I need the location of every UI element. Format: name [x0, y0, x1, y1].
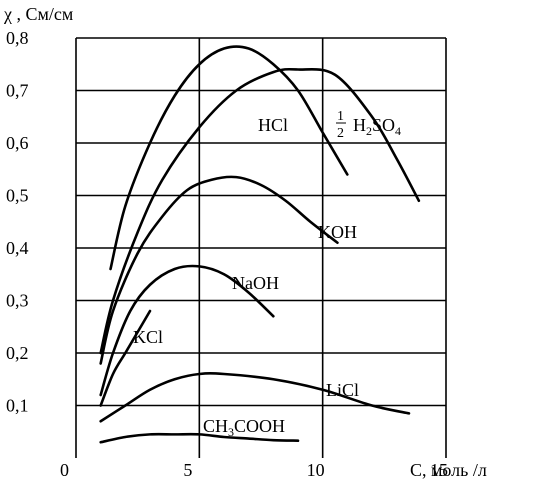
series-label-koh: KOH — [318, 222, 357, 242]
series-label-h2so4-body: H2SO4 — [353, 115, 401, 138]
series-label-naoh: NaOH — [232, 273, 279, 293]
y-tick-label: 0,3 — [6, 291, 29, 311]
series-label-h2so4: 1 2 H2SO4 — [336, 109, 401, 141]
series-label-h2so4-frac-num: 1 — [337, 109, 344, 124]
series-label-ch3cooh: CH3COOH — [203, 416, 285, 439]
series-curve-6 — [99, 432, 300, 444]
series-curve-5 — [99, 372, 411, 423]
y-tick-label: 0,8 — [6, 28, 29, 48]
series-curve-3 — [99, 264, 275, 397]
series-label-hcl: HCl — [258, 115, 288, 135]
series-label-h2so4-frac-den: 2 — [337, 126, 344, 141]
x-tick-label: 15 — [430, 460, 448, 480]
y-tick-label: 0,6 — [6, 133, 29, 153]
x-tick-label: 5 — [183, 460, 192, 480]
x-tick-labels: 0 5 10 15 — [60, 460, 448, 480]
x-axis-label: C, моль /л — [410, 460, 487, 480]
x-tick-label: 0 — [60, 460, 69, 480]
series-curve-2 — [99, 175, 339, 365]
y-tick-labels: 0,1 0,2 0,3 0,4 0,5 0,6 0,7 0,8 — [6, 28, 29, 416]
series-label-licl: LiCl — [326, 380, 359, 400]
y-tick-label: 0,7 — [6, 81, 29, 101]
y-tick-label: 0,5 — [6, 186, 29, 206]
series-curve-0 — [109, 45, 349, 271]
series-label-kcl: KCl — [133, 327, 163, 347]
series-curve-1 — [99, 67, 421, 355]
x-tick-label: 10 — [307, 460, 325, 480]
curves — [99, 45, 421, 444]
y-tick-label: 0,4 — [6, 238, 29, 258]
y-axis-label: χ , См/см — [3, 4, 73, 24]
y-tick-label: 0,1 — [6, 396, 29, 416]
y-tick-label: 0,2 — [6, 343, 29, 363]
series-curve-4 — [99, 309, 152, 407]
